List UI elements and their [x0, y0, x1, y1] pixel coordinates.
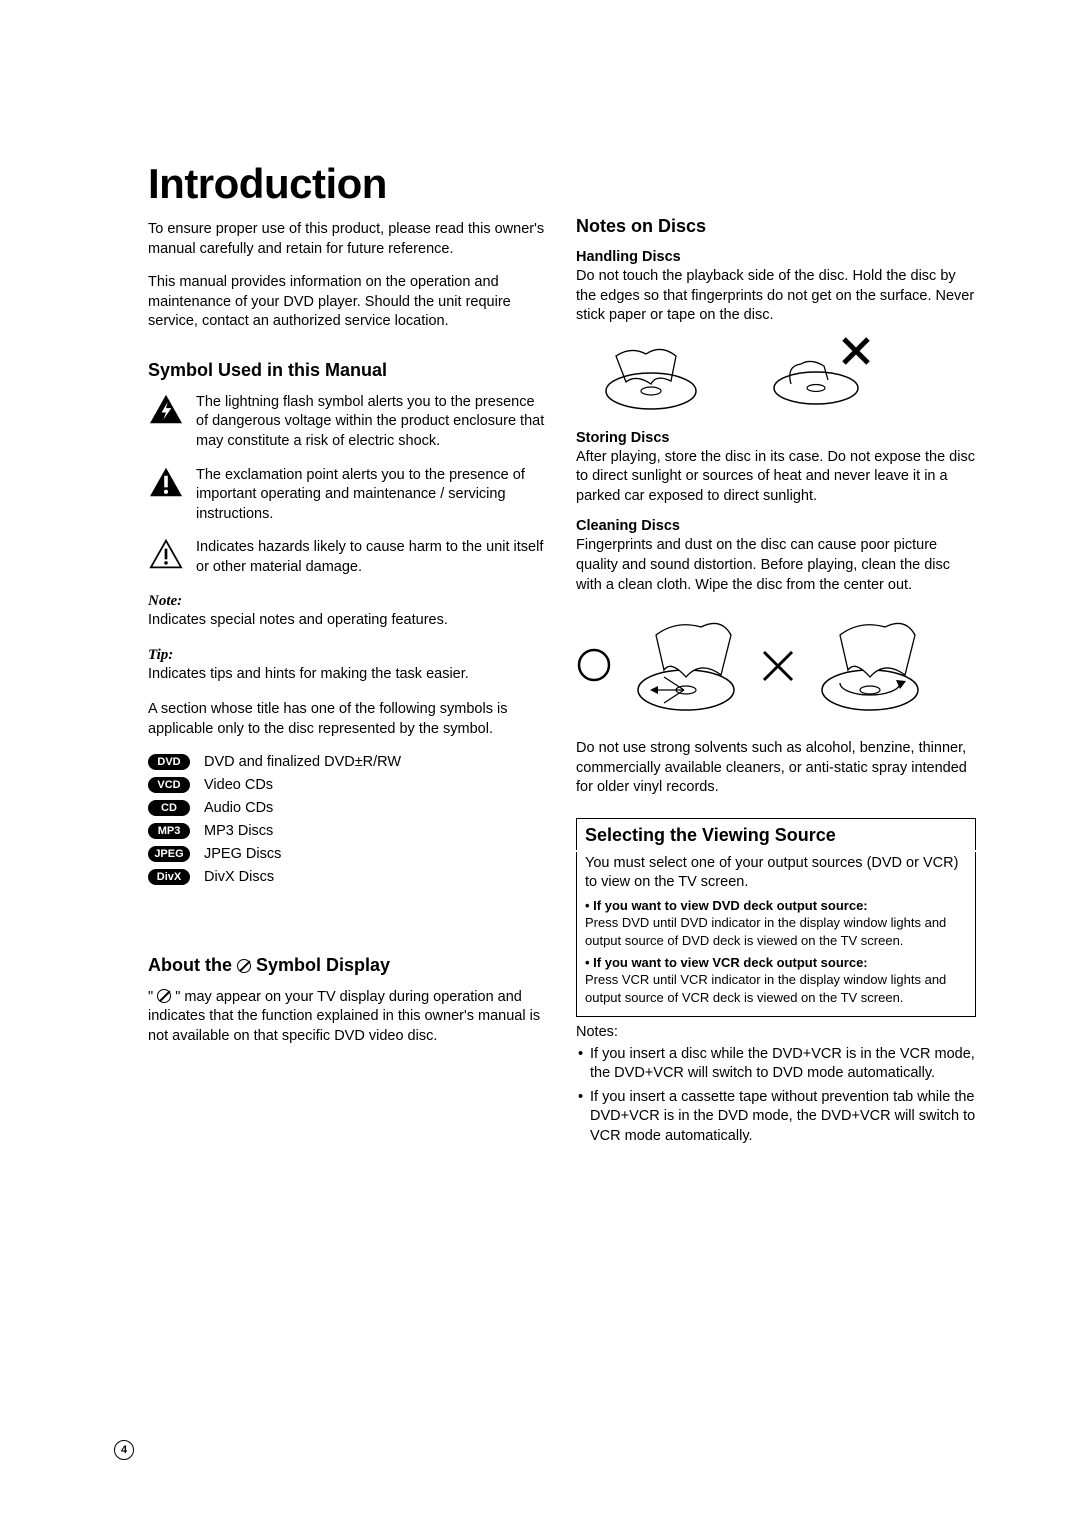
symbol-text: The exclamation point alerts you to the … [196, 466, 548, 525]
symbol-row-hazard: Indicates hazards likely to cause harm t… [148, 538, 548, 577]
viewing-intro: You must select one of your output sourc… [585, 854, 967, 893]
exclamation-triangle-icon [148, 466, 184, 503]
disc-pill: CD [148, 800, 190, 816]
about-text-suffix: " may appear on your TV display during o… [148, 989, 540, 1044]
disc-label: DivX Discs [204, 869, 274, 885]
left-column: Introduction To ensure proper use of thi… [148, 160, 548, 1151]
symbol-text: Indicates hazards likely to cause harm t… [196, 538, 548, 577]
disc-pill: VCD [148, 777, 190, 793]
disc-label: MP3 Discs [204, 823, 273, 839]
about-symbol-heading: About the Symbol Display [148, 955, 548, 976]
prohibit-icon [237, 959, 251, 973]
handling-figure [576, 336, 976, 416]
symbol-row-exclamation: The exclamation point alerts you to the … [148, 466, 548, 525]
cleaning-heading: Cleaning Discs [576, 518, 976, 534]
about-suffix: Symbol Display [256, 955, 390, 975]
storing-text: After playing, store the disc in its cas… [576, 448, 976, 507]
exclamation-outline-triangle-icon [148, 538, 184, 575]
right-column: Notes on Discs Handling Discs Do not tou… [576, 160, 976, 1151]
disc-row: DVD DVD and finalized DVD±R/RW [148, 754, 548, 770]
vcr-text: Press VCR until VCR indicator in the dis… [585, 972, 946, 1005]
note-text: Indicates special notes and operating fe… [148, 611, 548, 631]
viewing-source-heading: Selecting the Viewing Source [576, 818, 976, 850]
cleaning-text: Fingerprints and dust on the disc can ca… [576, 536, 976, 595]
note-label: Note: [148, 593, 548, 610]
wrong-mark-icon [760, 610, 796, 720]
disc-hold-wrong-icon [756, 336, 886, 416]
dvd-lead: • If you want to view DVD deck output so… [585, 898, 868, 913]
note-item: If you insert a cassette tape without pr… [576, 1088, 976, 1147]
page-number: 4 [114, 1440, 134, 1460]
tip-text: Indicates tips and hints for making the … [148, 665, 548, 685]
applicable-text: A section whose title has one of the fol… [148, 700, 548, 739]
disc-hold-correct-icon [576, 336, 726, 416]
storing-heading: Storing Discs [576, 430, 976, 446]
disc-row: DivX DivX Discs [148, 869, 548, 885]
about-text-prefix: " [148, 989, 157, 1005]
disc-pill: MP3 [148, 823, 190, 839]
notes-list: If you insert a disc while the DVD+VCR i… [576, 1045, 976, 1147]
lightning-triangle-icon [148, 393, 184, 430]
prohibit-icon [157, 989, 171, 1003]
symbols-heading: Symbol Used in this Manual [148, 360, 548, 381]
disc-label: Audio CDs [204, 800, 273, 816]
disc-row: MP3 MP3 Discs [148, 823, 548, 839]
correct-mark-icon [576, 610, 612, 720]
vcr-output-block: • If you want to view VCR deck output so… [585, 954, 967, 1007]
tip-label: Tip: [148, 647, 548, 664]
dvd-text: Press DVD until DVD indicator in the dis… [585, 915, 946, 948]
notes-discs-heading: Notes on Discs [576, 216, 976, 237]
symbol-text: The lightning flash symbol alerts you to… [196, 393, 548, 452]
vcr-lead: • If you want to view VCR deck output so… [585, 955, 868, 970]
intro-para-1: To ensure proper use of this product, pl… [148, 220, 548, 259]
disc-row: JPEG JPEG Discs [148, 846, 548, 862]
disc-type-list: DVD DVD and finalized DVD±R/RW VCD Video C… [148, 754, 548, 885]
wipe-radial-icon [626, 605, 746, 725]
dvd-output-block: • If you want to view DVD deck output so… [585, 897, 967, 950]
disc-label: DVD and finalized DVD±R/RW [204, 754, 401, 770]
disc-row: VCD Video CDs [148, 777, 548, 793]
manual-page: Introduction To ensure proper use of thi… [0, 0, 1080, 1211]
disc-label: Video CDs [204, 777, 273, 793]
cleaning-figure [576, 605, 976, 725]
disc-label: JPEG Discs [204, 846, 281, 862]
disc-row: CD Audio CDs [148, 800, 548, 816]
disc-pill: JPEG [148, 846, 190, 862]
about-prefix: About the [148, 955, 237, 975]
wipe-circular-icon [810, 605, 930, 725]
about-symbol-text: " " may appear on your TV display during… [148, 988, 548, 1047]
note-item: If you insert a disc while the DVD+VCR i… [576, 1045, 976, 1084]
viewing-source-box: You must select one of your output sourc… [576, 852, 976, 1017]
page-title: Introduction [148, 160, 548, 208]
handling-text: Do not touch the playback side of the di… [576, 267, 976, 326]
intro-para-2: This manual provides information on the … [148, 273, 548, 332]
disc-pill: DivX [148, 869, 190, 885]
cleaning-text2: Do not use strong solvents such as alcoh… [576, 739, 976, 798]
notes-label: Notes: [576, 1023, 976, 1043]
symbol-row-lightning: The lightning flash symbol alerts you to… [148, 393, 548, 452]
disc-pill: DVD [148, 754, 190, 770]
handling-heading: Handling Discs [576, 249, 976, 265]
